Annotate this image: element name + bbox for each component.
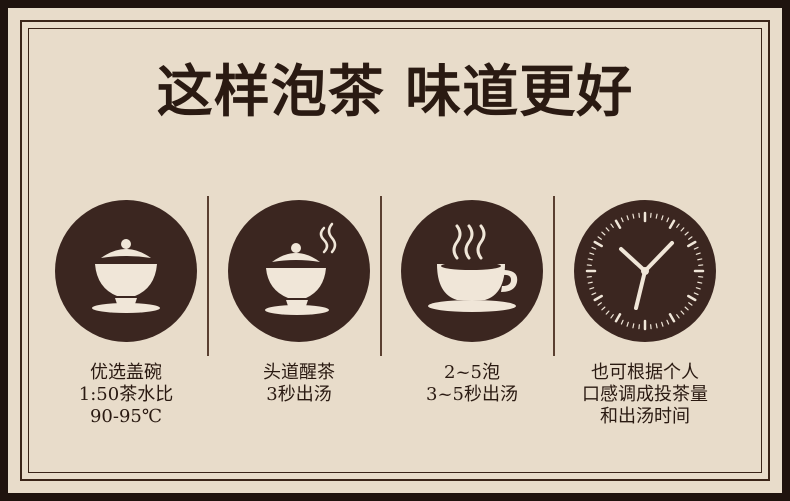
clock-tick: [676, 223, 680, 228]
clock-tick: [693, 246, 699, 250]
clock-tick: [661, 321, 664, 327]
caption-line: 头道醒茶: [263, 362, 335, 383]
step-gaiwan: 优选盖碗 1:50茶水比 90-95℃: [40, 200, 212, 428]
clock-tick: [680, 227, 685, 232]
clock-tick: [593, 294, 603, 302]
clock-tick: [695, 252, 701, 255]
caption-line: 优选盖碗: [90, 362, 162, 383]
clock-tick: [601, 306, 606, 311]
step-steeping-caption: 2~5泡 3~5秒出汤: [386, 362, 558, 406]
caption-line: 3秒出汤: [266, 384, 332, 405]
caption-line: 口感调成投茶量: [582, 384, 708, 405]
clock-tick: [655, 323, 658, 329]
clock-tick: [632, 213, 635, 219]
clock-tick: [668, 219, 676, 229]
clock-tick: [589, 287, 595, 290]
clock-tick: [614, 219, 622, 229]
column-divider: [207, 196, 209, 356]
clock-tick: [676, 314, 680, 319]
clock-tick: [688, 302, 693, 306]
step-first-brew: 头道醒茶 3秒出汤: [213, 200, 385, 406]
step-first-brew-caption: 头道醒茶 3秒出汤: [213, 362, 385, 406]
step-gaiwan-caption: 优选盖碗 1:50茶水比 90-95℃: [40, 362, 212, 428]
clock-tick: [610, 314, 614, 319]
clock-tick: [687, 294, 697, 302]
clock-tick: [597, 302, 602, 306]
clock-icon: [574, 200, 716, 342]
clock-tick: [687, 240, 697, 248]
clock-tick: [684, 306, 689, 311]
clock-tick: [661, 215, 664, 221]
clock-tick: [697, 258, 703, 261]
clock-tick: [632, 323, 635, 329]
tea-cup-icon: [401, 200, 543, 342]
clock-tick: [668, 313, 676, 323]
clock-tick: [589, 252, 595, 255]
clock-tick: [695, 287, 701, 290]
gaiwan-icon: [55, 200, 197, 342]
step-adjust: 也可根据个人 口感调成投茶量 和出汤时间: [559, 200, 731, 428]
clock-tick: [605, 227, 610, 232]
clock-tick: [620, 217, 624, 223]
clock-tick: [610, 223, 614, 228]
clock-tick: [688, 236, 693, 240]
caption-line: 2~5泡: [444, 362, 500, 383]
page-title: 这样泡茶 味道更好: [156, 60, 634, 125]
clock-tick: [666, 217, 670, 223]
clock-tick: [587, 258, 593, 261]
caption-line: 90-95℃: [89, 406, 163, 427]
steaming-gaiwan-icon: [228, 200, 370, 342]
column-divider: [553, 196, 555, 356]
caption-line: 也可根据个人: [591, 362, 699, 383]
clock-tick: [684, 231, 689, 236]
clock-tick: [597, 236, 602, 240]
clock-tick: [693, 292, 699, 296]
caption-line: 和出汤时间: [600, 406, 690, 427]
clock-tick: [591, 246, 597, 250]
clock-tick: [655, 213, 658, 219]
clock-tick: [591, 292, 597, 296]
step-steeping: 2~5泡 3~5秒出汤: [386, 200, 558, 406]
caption-line: 3~5秒出汤: [426, 384, 518, 405]
clock-tick: [680, 310, 685, 315]
column-divider: [380, 196, 382, 356]
clock-tick: [587, 281, 593, 284]
clock-tick: [601, 231, 606, 236]
clock-tick: [620, 319, 624, 325]
decorative-border-outer: [20, 20, 770, 481]
clock-tick: [605, 310, 610, 315]
step-adjust-caption: 也可根据个人 口感调成投茶量 和出汤时间: [559, 362, 731, 428]
clock-tick: [593, 240, 603, 248]
clock-tick: [697, 281, 703, 284]
clock-tick: [626, 215, 629, 221]
decorative-border-inner: [28, 28, 762, 473]
clock-tick: [666, 319, 670, 325]
clock-tick: [614, 313, 622, 323]
caption-line: 1:50茶水比: [78, 384, 174, 405]
clock-tick: [626, 321, 629, 327]
